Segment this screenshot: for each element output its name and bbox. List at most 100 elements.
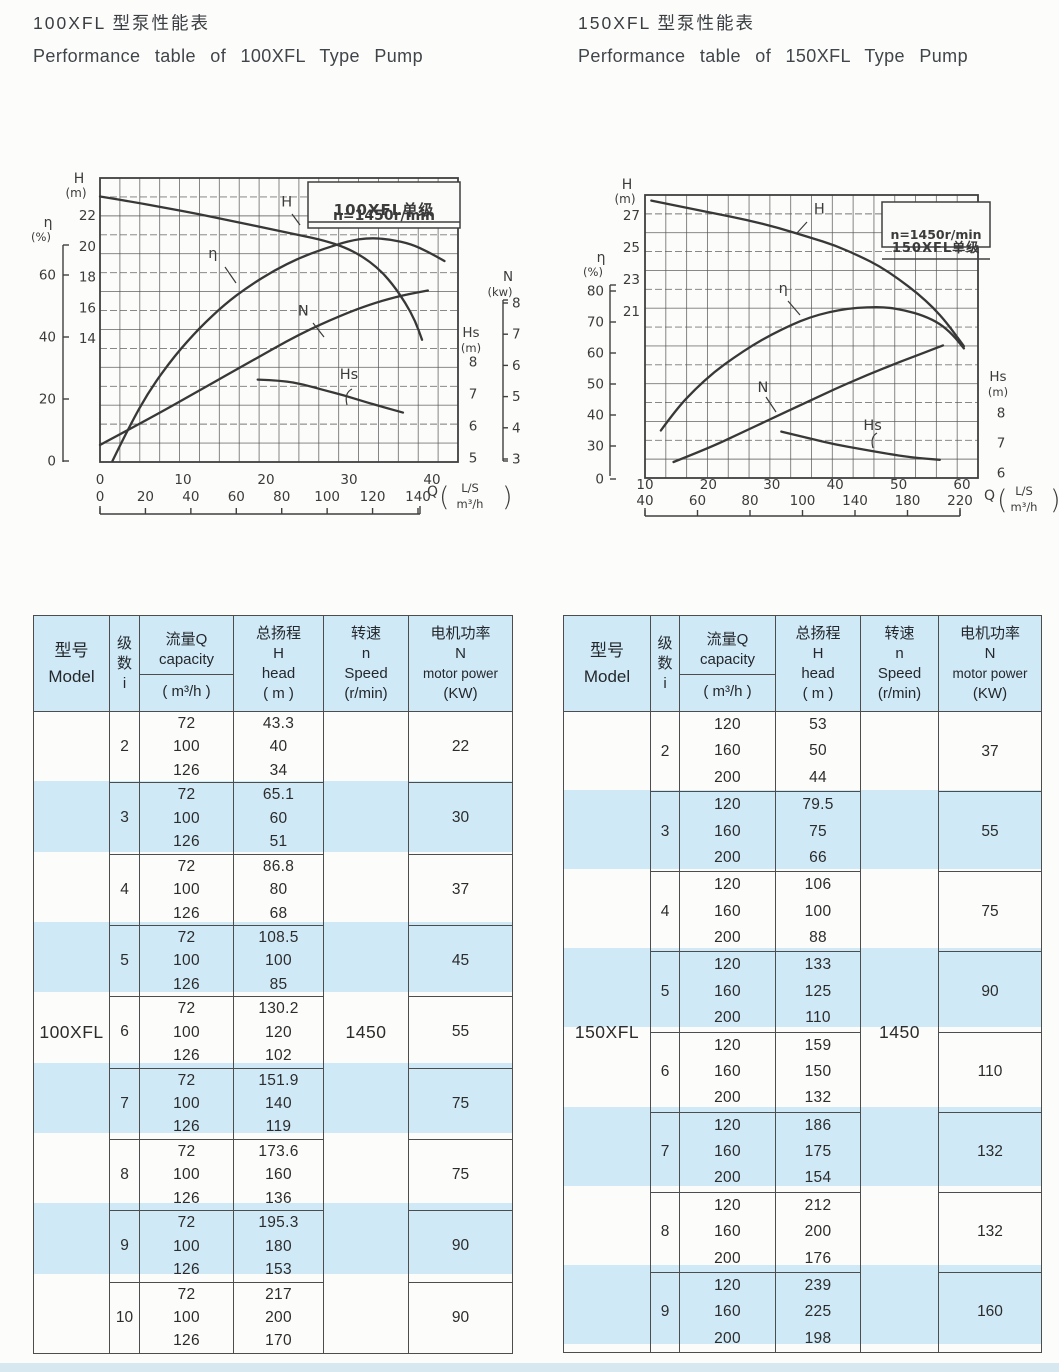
capacity-value: 120 xyxy=(714,876,741,894)
power-cell: 75 xyxy=(938,871,1042,953)
power-cell: 160 xyxy=(938,1271,1042,1354)
svg-text:22: 22 xyxy=(79,208,96,224)
svg-text:0: 0 xyxy=(595,472,604,488)
header-line: motor power xyxy=(952,665,1028,681)
head-value: 68 xyxy=(269,904,288,922)
stage-cell: 4 xyxy=(650,871,680,953)
curve-η xyxy=(659,305,966,432)
svg-text:η: η xyxy=(44,215,53,231)
head-value: 239 xyxy=(804,1276,832,1294)
capacity-value: 100 xyxy=(173,952,200,970)
capacity-value: 126 xyxy=(173,1332,200,1350)
plot-border xyxy=(644,194,979,479)
head-value: 150 xyxy=(804,1062,832,1080)
page-bottom-strip xyxy=(0,1363,1059,1372)
col-header-capacity: 流量Q capacity ( m³/h ) xyxy=(679,615,776,712)
svg-text:30: 30 xyxy=(587,439,604,455)
head-value: 40 xyxy=(269,738,288,756)
stage-cell: 7 xyxy=(109,1067,140,1140)
capacity-cell: 120 160 200 xyxy=(679,1191,776,1273)
col-header-model: 型号 Model xyxy=(33,615,110,712)
svg-text:27: 27 xyxy=(623,208,640,224)
capacity-value: 100 xyxy=(173,1095,200,1112)
head-cell: 151.9 140 119 xyxy=(233,1067,324,1140)
power-cell: 132 xyxy=(938,1111,1042,1193)
capacity-value: 200 xyxy=(714,1009,741,1027)
capacity-cell: 120 160 200 xyxy=(679,951,776,1033)
capacity-value: 100 xyxy=(173,809,200,827)
curve-label-N: N xyxy=(298,303,309,319)
table-row-stage-3: 3 72 100 126 65.1 60 51 30 xyxy=(34,782,513,855)
svg-text:180: 180 xyxy=(895,493,921,509)
header-line: ( m ) xyxy=(802,684,834,702)
head-value: 180 xyxy=(265,1237,292,1255)
header-line: motor power xyxy=(422,665,499,681)
header-line: Speed xyxy=(877,664,922,682)
svg-text:Q: Q xyxy=(427,484,438,500)
capacity-value: 200 xyxy=(714,768,741,786)
svg-text:(: ( xyxy=(997,485,1008,516)
svg-text:60: 60 xyxy=(587,346,604,362)
power-cell: 90 xyxy=(408,1210,513,1283)
header-line: i xyxy=(122,674,127,692)
capacity-value: 120 xyxy=(714,1116,741,1134)
header-line: ( m ) xyxy=(263,684,294,702)
stage-cell: 5 xyxy=(650,951,680,1033)
head-value: 43.3 xyxy=(262,715,295,732)
h-axis: H(m) 22 20 18 16 14 xyxy=(65,171,96,347)
capacity-value: 100 xyxy=(173,1308,200,1326)
svg-text:(m): (m) xyxy=(461,341,481,355)
capacity-cell: 72 100 126 xyxy=(139,1138,234,1212)
head-value: 154 xyxy=(804,1169,832,1187)
svg-text:L/S: L/S xyxy=(1015,484,1033,498)
head-value: 86.8 xyxy=(262,857,295,875)
curve-H xyxy=(650,199,966,348)
svg-text:16: 16 xyxy=(79,300,96,316)
head-cell: 108.5 100 85 xyxy=(233,924,324,998)
svg-text:40: 40 xyxy=(587,408,604,424)
power-cell: 22 xyxy=(408,710,513,784)
svg-text:80: 80 xyxy=(273,489,290,505)
svg-text:L/S: L/S xyxy=(461,481,479,495)
capacity-cell: 72 100 126 xyxy=(139,996,234,1069)
legend-speed: n=1450r/min xyxy=(890,227,981,242)
svg-text:): ) xyxy=(1050,485,1059,516)
table-row-stage-6: 6 120 160 200 159 150 132 110 xyxy=(564,1031,1042,1113)
svg-text:18: 18 xyxy=(79,270,96,286)
capacity-value: 200 xyxy=(714,929,741,946)
capacity-value: 160 xyxy=(714,1303,741,1321)
head-cell: 173.6 160 136 xyxy=(233,1138,324,1212)
capacity-cell: 120 160 200 xyxy=(679,710,776,793)
header-line: 数 xyxy=(116,654,132,672)
svg-text:40: 40 xyxy=(39,330,56,346)
table-row-stage-7: 7 72 100 126 151.9 140 119 75 xyxy=(34,1067,513,1140)
head-value: 175 xyxy=(804,1143,832,1160)
svg-text:η: η xyxy=(597,250,606,266)
head-value: 102 xyxy=(265,1047,292,1065)
capacity-value: 160 xyxy=(714,982,741,1000)
performance-chart-150xfl: 150XFL单级n=1450r/minH(m)27252321η(%)80706… xyxy=(583,177,1059,517)
header-line: (KW) xyxy=(972,684,1008,702)
svg-text:3: 3 xyxy=(512,452,521,468)
head-value: 85 xyxy=(269,975,288,993)
head-value: 151.9 xyxy=(258,1071,299,1089)
capacity-cell: 72 100 126 xyxy=(139,1281,234,1354)
curve-Hs xyxy=(780,430,941,461)
section-title-100xfl: 100XFL 型泵性能表 Performance table of 100XFL… xyxy=(33,10,423,67)
head-value: 120 xyxy=(265,1023,292,1041)
svg-text:): ) xyxy=(502,482,513,513)
svg-text:8: 8 xyxy=(469,355,478,371)
header-line: 总扬程 xyxy=(795,624,841,642)
head-value: 51 xyxy=(269,833,288,851)
svg-text:5: 5 xyxy=(512,389,521,405)
eta-axis: η(%) 80 70 60 50 40 30 0 xyxy=(583,250,616,488)
hs-axis: Hs(m) 8 7 6 xyxy=(988,369,1008,482)
capacity-value: 160 xyxy=(714,822,741,840)
svg-text:10: 10 xyxy=(636,477,653,493)
capacity-value: 72 xyxy=(177,857,196,875)
